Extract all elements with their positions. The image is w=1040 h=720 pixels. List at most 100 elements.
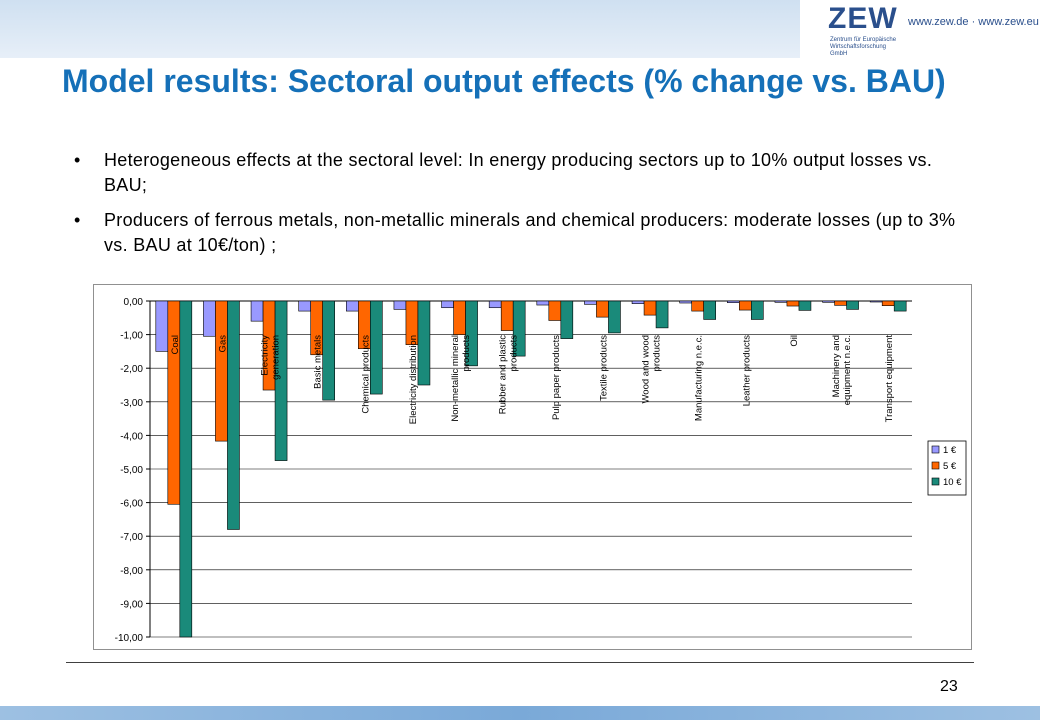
bar [751, 300, 764, 320]
category-label: Oil [789, 335, 800, 347]
header-bar: ZEW Zentrum für Europäische Wirtschaftsf… [0, 0, 1040, 58]
category-label: Pulp paper products [551, 335, 562, 420]
bar [548, 300, 562, 321]
bar [393, 300, 407, 310]
bar [488, 300, 502, 309]
y-tick-label: -10,00 [115, 633, 144, 644]
bar [798, 300, 812, 311]
bar [512, 300, 526, 357]
bar [465, 300, 478, 367]
bar [881, 300, 895, 307]
y-tick-label: -2,00 [120, 364, 143, 375]
logo-subtitle: Zentrum für Europäische Wirtschaftsforsc… [830, 37, 897, 57]
bullet-list: • Heterogeneous effects at the sectoral … [72, 148, 972, 268]
slide-title: Model results: Sectoral output effects (… [62, 63, 946, 99]
legend-swatch [931, 477, 940, 486]
legend-swatch [931, 445, 940, 454]
category-label: Leather products [741, 335, 752, 407]
footer-divider [66, 662, 974, 663]
bar [417, 300, 431, 386]
y-tick-label: -5,00 [120, 465, 143, 476]
bar [203, 300, 216, 337]
y-tick-label: -1,00 [120, 331, 143, 342]
category-label: Rubber and plastic [498, 335, 509, 414]
y-tick-label: 0,00 [124, 297, 144, 308]
bullet-item: • Heterogeneous effects at the sectoral … [72, 148, 972, 198]
y-tick-label: -4,00 [120, 431, 143, 442]
category-label: Electricity [260, 335, 271, 376]
category-label: Textile products [598, 335, 609, 401]
category-label: Gas [217, 335, 228, 353]
bar [608, 300, 621, 334]
bar [584, 300, 597, 305]
legend-label: 10 € [943, 477, 962, 488]
legend-label: 5 € [943, 461, 957, 472]
category-label: products [461, 335, 472, 372]
bullet-text: Heterogeneous effects at the sectoral le… [104, 150, 933, 195]
bar [346, 300, 359, 312]
y-tick-label: -7,00 [120, 532, 143, 543]
bar [453, 300, 466, 335]
bar [167, 300, 181, 505]
bar [155, 300, 169, 352]
bar [655, 300, 669, 329]
bar [250, 300, 264, 322]
category-label: products [509, 335, 520, 372]
logo-area [800, 0, 1040, 58]
bar [322, 300, 335, 401]
bar [774, 300, 788, 303]
bar-chart: 0,00 -1,00 -2,00 -3,00 -4,00 -5,00 -6,00 -7,00 -… [115, 297, 967, 644]
bar [370, 300, 383, 395]
bar [179, 300, 193, 638]
bar [822, 300, 835, 303]
bar [739, 300, 752, 311]
bullet-item: • Producers of ferrous metals, non-metal… [72, 208, 972, 258]
category-label: Chemical products [360, 335, 371, 414]
bar [703, 300, 716, 320]
website-url[interactable]: www.zew.de · www.zew.eu [908, 16, 1039, 28]
y-tick-label: -3,00 [120, 398, 143, 409]
bar [893, 300, 907, 312]
category-label: Non-metallic mineral [450, 335, 461, 422]
bullet-dot-icon: • [74, 150, 81, 170]
bar [441, 300, 454, 309]
bar [869, 300, 883, 303]
bar [727, 300, 740, 303]
footer-bar [0, 706, 1040, 720]
zew-logo[interactable]: ZEW [828, 2, 898, 35]
bar [215, 300, 228, 442]
category-label: Transport equipment [884, 335, 895, 423]
bar [227, 300, 240, 530]
category-label: Machinery and [831, 335, 842, 397]
bar [298, 300, 311, 312]
y-tick-label: -9,00 [120, 599, 143, 610]
bar [643, 300, 657, 316]
bar [691, 300, 704, 312]
bar [500, 300, 514, 331]
bar [596, 300, 609, 318]
category-label: Coal [170, 335, 181, 355]
category-label: Basic metals [313, 335, 324, 389]
category-label: generation [271, 335, 282, 380]
legend-label: 1 € [943, 445, 957, 456]
bar [786, 300, 800, 307]
category-label: Manufacturing n.e.c. [694, 335, 705, 421]
bar [560, 300, 574, 339]
bar [846, 300, 859, 310]
category-label: Electricity distribution [408, 335, 419, 424]
bullet-text: Producers of ferrous metals, non-metalli… [104, 210, 956, 255]
category-label: equipment n.e.c. [842, 335, 853, 405]
category-label: Wood and wood [641, 335, 652, 404]
category-label: products [652, 335, 663, 372]
y-tick-label: -8,00 [120, 566, 143, 577]
legend-swatch [931, 461, 940, 470]
bar [679, 300, 692, 304]
bar [536, 300, 550, 306]
page-number: 23 [940, 678, 958, 695]
bar [834, 300, 847, 306]
bullet-dot-icon: • [74, 210, 81, 230]
bar [274, 300, 288, 461]
chart-frame: 0,00 -1,00 -2,00 -3,00 -4,00 -5,00 -6,00 -7,00 -… [93, 284, 972, 650]
y-tick-label: -6,00 [120, 499, 143, 510]
bar [631, 300, 645, 304]
